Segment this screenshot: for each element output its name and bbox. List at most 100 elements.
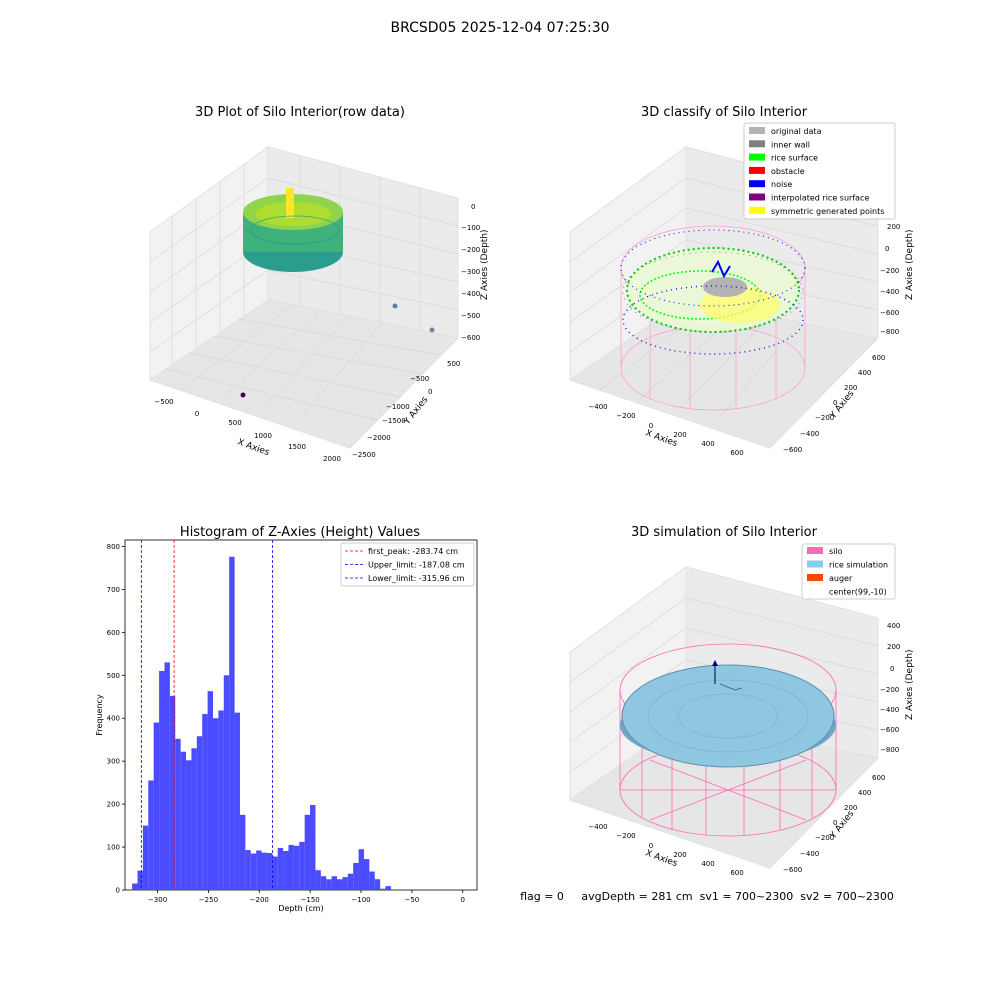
hist-bar <box>223 675 230 890</box>
classify-legend-label: interpolated rice surface <box>771 194 869 203</box>
hist-bar <box>277 847 284 890</box>
sim-xtick-0: −400 <box>588 823 607 831</box>
raw-zlabel: Z Axies (Depth) <box>480 229 490 300</box>
sim-ztick-4: −400 <box>880 706 899 714</box>
raw-xtick-1: 0 <box>195 410 199 418</box>
hist-ytick-label: 700 <box>107 586 120 594</box>
hist-bar <box>266 853 273 890</box>
hist-bar <box>186 760 192 890</box>
hist-bar <box>245 850 251 890</box>
classify-legend-swatch <box>749 180 765 188</box>
raw-ytick-6: −2500 <box>352 451 376 459</box>
classify-legend-swatch <box>749 193 765 201</box>
classify-original-data-patch <box>703 277 747 297</box>
raw-ylabel: Y Axies <box>402 395 431 428</box>
sim-ztick-6: −800 <box>880 746 899 754</box>
panel-classify-title: 3D classify of Silo Interior <box>641 105 808 120</box>
sim-legend-label: silo <box>829 547 843 556</box>
figure-suptitle: BRCSD05 2025-12-04 07:25:30 <box>390 20 609 36</box>
hist-legend-label: Lower_limit: -315.96 cm <box>368 574 465 583</box>
hist-xtick-label: 0 <box>461 896 465 904</box>
classify-axis-ticks: −400 −200 0 200 400 600 600 400 200 0 −2… <box>588 223 900 457</box>
classify-ytick-4: −200 <box>815 414 834 422</box>
classify-legend-swatch <box>749 166 765 174</box>
sim-legend-label: center(99,-10) <box>829 588 887 597</box>
sim-legend-swatch <box>807 547 823 554</box>
hist-xlabel: Depth (cm) <box>278 904 323 913</box>
raw-3d-panes <box>148 146 460 449</box>
raw-ytick-1: 0 <box>428 388 432 396</box>
hist-bar <box>353 862 359 890</box>
raw-ztick-1: −100 <box>461 224 480 232</box>
sim-ytick-0: 600 <box>872 774 885 782</box>
sim-ztick-5: −600 <box>880 726 899 734</box>
hist-ytick-label: 600 <box>107 629 120 637</box>
hist-bar <box>153 722 160 890</box>
classify-ztick-2: −200 <box>880 267 899 275</box>
sim-ztick-3: −200 <box>880 686 899 694</box>
classify-noise-cluster <box>711 259 731 279</box>
hist-bar <box>169 695 176 890</box>
hist-yticks: 0 100 200 300 400 500 600 700 800 <box>107 543 125 895</box>
sim-legend-label: rice simulation <box>829 561 888 570</box>
classify-legend-label: noise <box>771 180 792 189</box>
hist-xtick-label: −50 <box>404 896 419 904</box>
raw-xtick-3: 1000 <box>254 432 272 440</box>
classify-legend-label: original data <box>771 127 822 136</box>
hist-bar <box>385 886 391 890</box>
panel-raw-data: 3D Plot of Silo Interior(row data) <box>148 105 490 463</box>
hist-bar <box>256 850 262 890</box>
panel-sim-title: 3D simulation of Silo Interior <box>631 525 818 540</box>
sim-ytick-5: −400 <box>800 850 819 858</box>
hist-xticks: −300 −250 −200 −150 −100 −50 0 <box>148 890 465 904</box>
hist-legend-label: Upper_limit: -187.08 cm <box>368 561 465 570</box>
hist-bar <box>363 859 370 890</box>
hist-xtick-label: −150 <box>301 896 320 904</box>
hist-bar <box>234 712 240 890</box>
classify-legend-swatch <box>749 127 765 134</box>
raw-ztick-5: −500 <box>461 312 480 320</box>
hist-bar <box>380 888 386 890</box>
raw-xtick-2: 500 <box>228 419 241 427</box>
classify-ztick-0: 200 <box>887 223 900 231</box>
classify-ytick-1: 400 <box>858 369 871 377</box>
hist-bar <box>347 873 354 890</box>
sim-ytick-6: −600 <box>783 866 802 874</box>
hist-bar <box>180 751 187 890</box>
classify-legend-swatch <box>749 153 765 161</box>
classify-ztick-5: −800 <box>880 328 899 336</box>
hist-bar <box>159 670 165 890</box>
hist-bar <box>137 870 143 890</box>
raw-ytick-3: −1000 <box>386 403 410 411</box>
hist-bar <box>283 850 289 890</box>
classify-ztick-1: 0 <box>885 245 889 253</box>
sim-legend-label: auger <box>829 574 853 583</box>
classify-legend-label: obstacle <box>771 167 805 176</box>
hist-bar <box>342 877 348 890</box>
sim-zlabel: Z Axies (Depth) <box>905 649 915 720</box>
hist-ylabel: Frequency <box>95 694 104 736</box>
classify-xtick-5: 600 <box>730 449 743 457</box>
hist-xtick-label: −200 <box>250 896 269 904</box>
classify-xtick-0: −400 <box>588 403 607 411</box>
raw-ztick-4: −400 <box>461 290 480 298</box>
sim-auger <box>712 660 743 691</box>
hist-bar <box>213 718 219 890</box>
hist-bars <box>132 556 391 890</box>
sim-legend-swatch <box>807 560 823 568</box>
raw-ztick-0: 0 <box>471 203 475 211</box>
panel-histogram: Histogram of Z-Axies (Height) Values −30… <box>95 525 478 913</box>
classify-ytick-3: 0 <box>833 399 837 407</box>
hist-xtick-label: −100 <box>351 896 370 904</box>
hist-legend: first_peak: -283.74 cm Upper_limit: -187.… <box>340 542 475 587</box>
sim-xtick-3: 200 <box>673 851 686 859</box>
classify-legend-label: inner wall <box>771 140 810 149</box>
raw-outlier-3 <box>240 392 246 398</box>
raw-ytick-4: −1500 <box>382 417 406 425</box>
sim-ytick-4: −200 <box>815 834 834 842</box>
hist-xtick-label: −250 <box>199 896 218 904</box>
panel-simulation: 3D simulation of Silo Interior <box>568 525 915 877</box>
raw-ztick-6: −600 <box>461 334 480 342</box>
classify-ytick-2: 200 <box>844 384 857 392</box>
